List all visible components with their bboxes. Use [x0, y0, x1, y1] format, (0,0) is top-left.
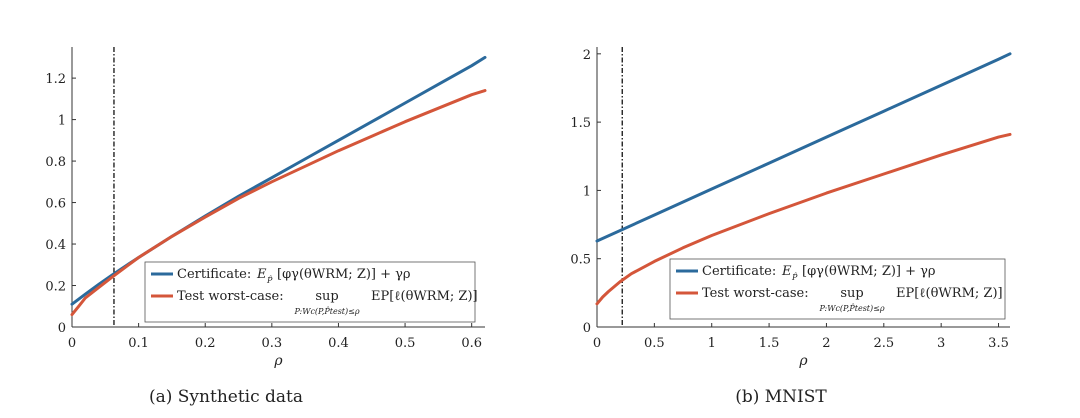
- legend-worst-sup-sub: P:Wc(P,P̂test)≤ρ: [818, 304, 884, 313]
- x-tick-label: 0: [68, 336, 76, 351]
- figure-caption: (b) MNIST: [735, 387, 827, 407]
- x-tick-label: 0.5: [644, 336, 665, 351]
- series-line-worst-case: [595, 132, 1012, 306]
- y-tick-label: 1: [583, 184, 591, 199]
- legend-certificate-sub: P̂: [266, 276, 273, 285]
- y-tick-label: 0.5: [570, 253, 591, 268]
- legend: Certificate: E P̂ [φγ(θWRM; Z)] + γρ Test wo…: [669, 258, 1006, 320]
- x-tick-label: 0: [593, 336, 601, 351]
- y-tick-label: 0.8: [45, 155, 66, 170]
- x-tick-label: 2: [822, 336, 830, 351]
- x-tick-label: 0.6: [461, 336, 482, 351]
- legend-certificate-label: Certificate:: [702, 264, 776, 279]
- legend-worst-formula: EP[ℓ(θWRM; Z)]: [896, 286, 1003, 301]
- legend-certificate-sub: P̂: [791, 273, 798, 282]
- y-tick-label: 0: [583, 321, 591, 336]
- x-tick-label: 0.1: [128, 336, 149, 351]
- x-tick-label: 3: [937, 336, 945, 351]
- x-tick-label: 1.5: [759, 336, 780, 351]
- y-tick-label: 0.4: [45, 238, 66, 253]
- legend-certificate-label: Certificate:: [177, 267, 251, 282]
- legend-certificate-formula: [φγ(θWRM; Z)] + γρ: [802, 264, 936, 279]
- x-tick-label: 1: [708, 336, 716, 351]
- x-tick-label: 0.3: [261, 336, 282, 351]
- legend-worst-formula: EP[ℓ(θWRM; Z)]: [371, 289, 478, 304]
- legend-certificate-E: E: [256, 267, 267, 282]
- series-line-certificate: [595, 52, 1012, 243]
- x-tick-label: 0.5: [395, 336, 416, 351]
- legend-certificate-E: E: [781, 264, 792, 279]
- chart-panel-1: 0 0.1 0.2 0.3 0.4 0.5 0.6 0 0.2 0.4 0.6 0.8 1 1.2 ρ Cer…: [45, 47, 487, 407]
- series-line-worst-case: [70, 89, 487, 317]
- y-tick-label: 1.5: [570, 116, 591, 131]
- y-tick-label: 1.2: [45, 72, 66, 87]
- x-axis-label: ρ: [273, 353, 283, 369]
- y-tick-label: 1: [58, 114, 66, 129]
- x-tick-label: 2.5: [873, 336, 894, 351]
- x-axis-label: ρ: [798, 353, 808, 369]
- y-tick-label: 0.6: [45, 197, 66, 212]
- x-tick-label: 3.5: [988, 336, 1009, 351]
- x-tick-label: 0.4: [328, 336, 349, 351]
- y-tick-label: 0: [58, 321, 66, 336]
- y-tick-label: 0.2: [45, 280, 66, 295]
- figure-caption: (a) Synthetic data: [149, 387, 303, 407]
- legend-worst-sup-sub: P:Wc(P,P̂test)≤ρ: [293, 307, 359, 316]
- series-line-certificate: [70, 55, 487, 306]
- legend-certificate-formula: [φγ(θWRM; Z)] + γρ: [277, 267, 411, 282]
- legend: Certificate: E P̂ [φγ(θWRM; Z)] + γρ Test wo…: [144, 261, 478, 323]
- legend-worst-sup: sup: [315, 289, 338, 304]
- legend-box: [144, 261, 476, 323]
- legend-box: [669, 258, 1006, 320]
- y-tick-label: 2: [583, 48, 591, 63]
- legend-worst-sup: sup: [840, 286, 863, 301]
- legend-worst-label: Test worst-case:: [702, 286, 809, 301]
- x-tick-label: 0.2: [195, 336, 216, 351]
- legend-worst-label: Test worst-case:: [177, 289, 284, 304]
